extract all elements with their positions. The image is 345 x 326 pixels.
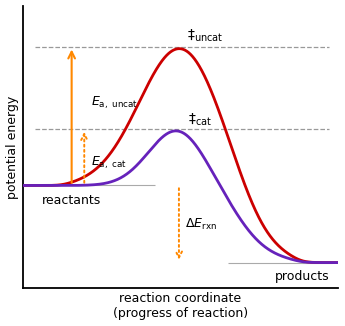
Text: $\ddagger_{\mathrm{cat}}$: $\ddagger_{\mathrm{cat}}$ <box>188 111 213 128</box>
Text: $\ddagger_{\mathrm{uncat}}$: $\ddagger_{\mathrm{uncat}}$ <box>187 28 223 44</box>
Y-axis label: potential energy: potential energy <box>6 95 19 199</box>
Text: $E_{\mathrm{a,\ uncat}}$: $E_{\mathrm{a,\ uncat}}$ <box>91 95 138 111</box>
Text: $E_{\mathrm{a,\ cat}}$: $E_{\mathrm{a,\ cat}}$ <box>91 154 127 170</box>
Text: $\Delta E_{\mathrm{rxn}}$: $\Delta E_{\mathrm{rxn}}$ <box>185 216 217 231</box>
Text: reactants: reactants <box>42 195 101 207</box>
Text: products: products <box>275 270 330 283</box>
X-axis label: reaction coordinate
(progress of reaction): reaction coordinate (progress of reactio… <box>113 292 248 320</box>
